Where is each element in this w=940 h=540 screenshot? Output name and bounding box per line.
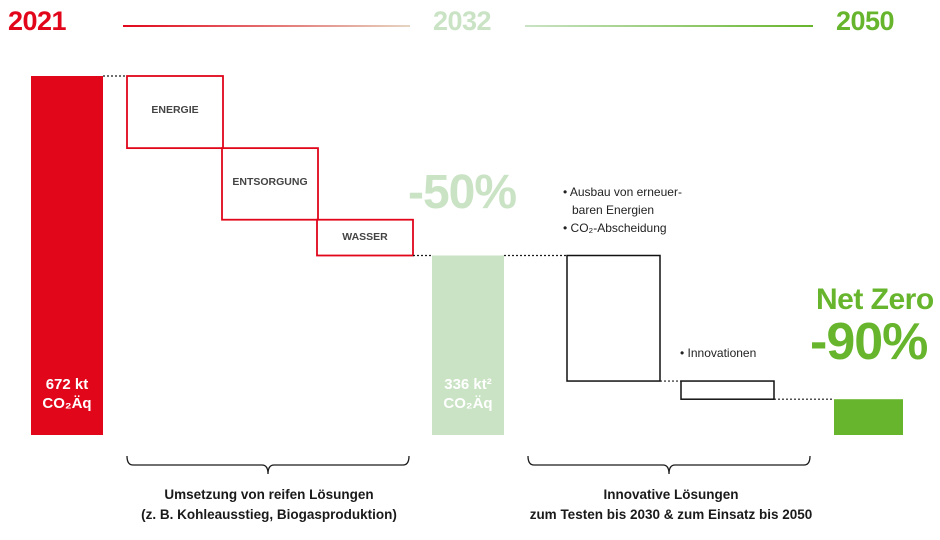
caption-left-line1: Umsetzung von reifen Lösungen: [164, 487, 374, 502]
bar-2021-value: 672 kt CO₂Äq: [31, 375, 103, 413]
step-box-phase2-2: [680, 380, 775, 400]
caption-right-line1: Innovative Lösungen: [603, 487, 739, 502]
brace-right: [527, 455, 811, 475]
step-box-phase2-1: [566, 254, 661, 382]
year-2032-label: 2032: [433, 6, 492, 36]
bullet-line-2: baren Energien: [572, 203, 655, 217]
caption-right: Innovative Lösungen zum Testen bis 2030 …: [490, 485, 852, 525]
step-box-energie: [126, 75, 224, 150]
step-box-entsorgung: [221, 147, 319, 221]
bar-2032-value-line1: 336 kt²: [444, 376, 492, 393]
bar-2021: [31, 76, 103, 435]
reduction-end-label: -90%: [810, 313, 928, 371]
year-2050-label: 2050: [836, 6, 895, 36]
header-line-left: [123, 25, 410, 27]
bar-2032-value: 336 kt² CO₂Äq: [432, 375, 504, 413]
year-2021-label: 2021: [8, 6, 67, 36]
bullet-line-1: • Ausbau von erneuer-: [563, 185, 682, 199]
bar-2021-value-line2: CO₂Äq: [42, 395, 92, 412]
bullet-innovationen: • Innovationen: [680, 346, 757, 360]
bar-2050: [834, 399, 903, 435]
caption-right-line2: zum Testen bis 2030 & zum Einsatz bis 20…: [529, 507, 813, 522]
bar-2021-value-line1: 672 kt: [45, 376, 89, 393]
caption-left: Umsetzung von reifen Lösungen (z. B. Koh…: [118, 485, 420, 525]
reduction-mid-label: -50%: [408, 166, 517, 219]
net-zero-label: Net Zero: [816, 283, 934, 316]
step-box-wasser: [316, 218, 414, 257]
bullet-list-renewables: • Ausbau von erneuer- baren Energien • C…: [563, 183, 682, 237]
caption-left-line2: (z. B. Kohleausstieg, Biogasproduktion): [141, 507, 397, 522]
bullet-line-3: • CO₂-Abscheidung: [563, 221, 667, 235]
step-label-entsorgung: ENTSORGUNG: [232, 176, 308, 188]
header-line-right: [525, 25, 813, 27]
bar-2032-value-line2: CO₂Äq: [443, 395, 493, 412]
brace-left: [126, 455, 410, 475]
bar-2032: [432, 255, 504, 435]
step-label-wasser: WASSER: [342, 231, 388, 243]
step-label-energie: ENERGIE: [151, 104, 199, 116]
